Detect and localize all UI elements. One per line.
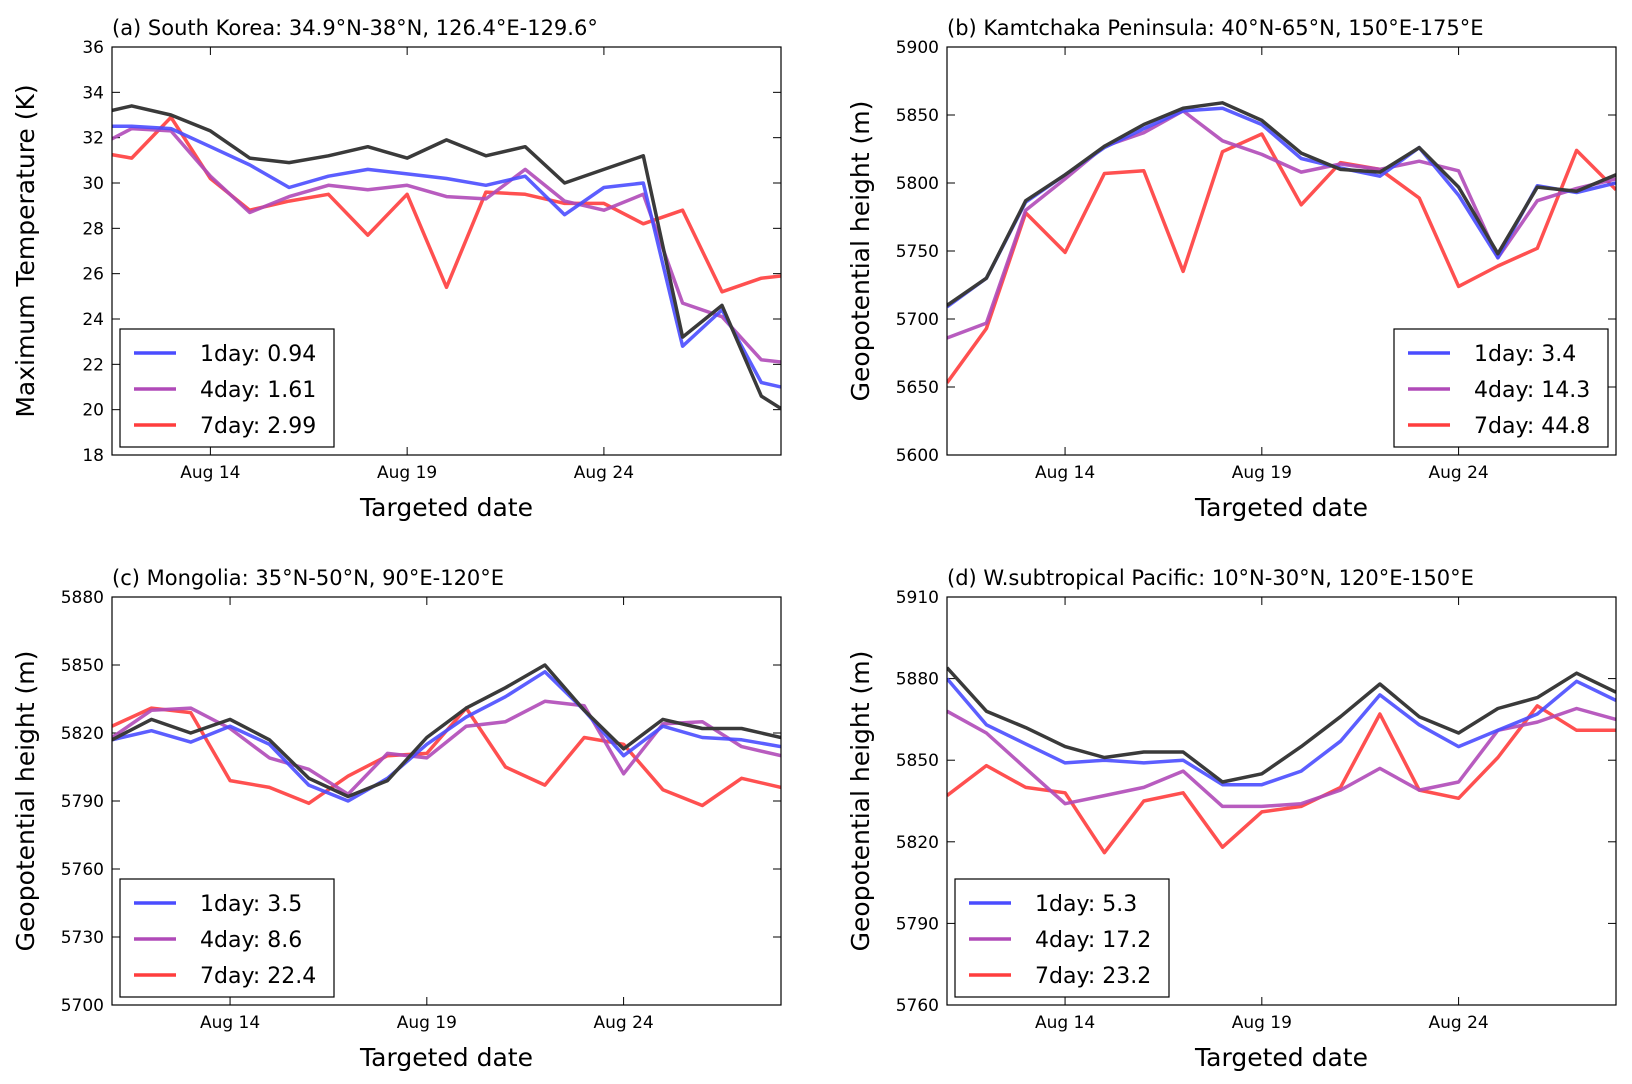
x-axis-label: Targeted date: [359, 493, 533, 522]
y-tick-label: 20: [82, 401, 104, 421]
x-axis-label: Targeted date: [359, 1043, 533, 1072]
y-axis-label: Geopotential height (m): [846, 101, 875, 402]
y-tick-label: 18: [82, 446, 104, 466]
plot-frame: [946, 46, 1617, 456]
y-tick-label: 5800: [896, 174, 939, 194]
legend: 1day: 3.5 4day: 8.6 7day: 22.4: [119, 878, 335, 998]
y-axis-label: Geopotential height (m): [846, 651, 875, 952]
series-line-7day: [947, 704, 1616, 855]
legend: 1day: 0.94 4day: 1.61 7day: 2.99: [119, 328, 335, 448]
y-tick-label: 32: [82, 129, 104, 149]
series-line-observed: [947, 101, 1616, 307]
legend-label-7day: 7day: 22.4: [200, 964, 316, 989]
x-tick-label: Aug 14: [1035, 1013, 1095, 1033]
legend: 1day: 5.3 4day: 17.2 7day: 23.2: [954, 878, 1170, 998]
y-tick-label: 5880: [61, 588, 104, 608]
y-tick-label: 5820: [896, 833, 939, 853]
y-tick-label: 34: [82, 83, 104, 103]
y-tick-label: 5700: [896, 310, 939, 330]
series-line-observed: [112, 104, 781, 411]
y-tick-label: 24: [82, 310, 104, 330]
y-tick-label: 5910: [896, 588, 939, 608]
legend-label-1day: 1day: 5.3: [1035, 892, 1137, 917]
x-tick-label: Aug 24: [574, 463, 634, 483]
legend-label-7day: 7day: 2.99: [200, 414, 316, 439]
legend-label-1day: 1day: 0.94: [200, 342, 316, 367]
panel-d: 5760 5790 5820 5850 5880 5910 Aug 14 Aug 19 Aug …: [846, 566, 1617, 1072]
series-group: [112, 104, 781, 411]
y-tick-label: 5790: [61, 792, 104, 812]
series-line-4day: [112, 126, 781, 364]
plot-frame: [111, 596, 782, 1006]
x-tick-label: Aug 19: [377, 463, 437, 483]
x-tick-label: Aug 19: [1232, 1013, 1292, 1033]
panel-title: (c) Mongolia: 35°N-50°N, 90°E-120°E: [112, 566, 504, 590]
legend-label-7day: 7day: 44.8: [1474, 414, 1590, 439]
x-tick-label: Aug 14: [200, 1013, 260, 1033]
legend-label-4day: 4day: 14.3: [1474, 378, 1590, 403]
y-tick-label: 5750: [896, 242, 939, 262]
y-tick-label: 5900: [896, 38, 939, 58]
legend-label-7day: 7day: 23.2: [1035, 964, 1151, 989]
y-axis-label: Maximum Temperature (K): [11, 84, 40, 417]
legend-label-4day: 4day: 8.6: [200, 928, 302, 953]
y-tick-label: 5760: [896, 996, 939, 1016]
x-tick-label: Aug 24: [1428, 463, 1488, 483]
y-tick-label: 5820: [61, 724, 104, 744]
y-tick-label: 5650: [896, 378, 939, 398]
series-line-1day: [947, 677, 1616, 787]
y-tick-label: 5600: [896, 446, 939, 466]
panel-title: (a) South Korea: 34.9°N-38°N, 126.4°E-12…: [112, 16, 598, 40]
y-tick-label: 22: [82, 355, 104, 375]
x-tick-label: Aug 19: [1232, 463, 1292, 483]
x-tick-label: Aug 14: [1035, 463, 1095, 483]
panel-a: 18 20 22 24 26 28 30 32 34 36 Aug 14 Aug 19 Aug 24 (a…: [11, 16, 782, 522]
panel-title: (d) W.subtropical Pacific: 10°N-30°N, 12…: [947, 566, 1474, 590]
x-tick-label: Aug 24: [1428, 1013, 1488, 1033]
y-tick-label: 5850: [896, 751, 939, 771]
series-line-1day: [112, 124, 781, 389]
y-axis-label: Geopotential height (m): [11, 651, 40, 952]
legend: 1day: 3.4 4day: 14.3 7day: 44.8: [1393, 328, 1609, 448]
legend-label-1day: 1day: 3.5: [200, 892, 302, 917]
x-tick-label: Aug 24: [593, 1013, 653, 1033]
panel-title: (b) Kamtchaka Peninsula: 40°N-65°N, 150°…: [947, 16, 1483, 40]
series-line-4day: [112, 699, 781, 796]
y-tick-label: 5850: [61, 656, 104, 676]
panel-b: 5600 5650 5700 5750 5800 5850 5900 Aug 14 Aug 19…: [846, 16, 1617, 522]
y-tick-label: 5850: [896, 106, 939, 126]
panel-c: 5700 5730 5760 5790 5820 5850 5880 Aug 14 Aug 19…: [11, 566, 782, 1072]
series-group: [112, 663, 781, 808]
x-axis-label: Targeted date: [1194, 1043, 1368, 1072]
legend-label-1day: 1day: 3.4: [1474, 342, 1576, 367]
y-tick-label: 28: [82, 219, 104, 239]
y-tick-label: 30: [82, 174, 104, 194]
y-tick-label: 5730: [61, 928, 104, 948]
x-tick-label: Aug 19: [397, 1013, 457, 1033]
x-axis-label: Targeted date: [1194, 493, 1368, 522]
series-line-7day: [947, 132, 1616, 384]
y-tick-label: 5760: [61, 860, 104, 880]
legend-label-4day: 4day: 17.2: [1035, 928, 1151, 953]
legend-label-4day: 4day: 1.61: [200, 378, 316, 403]
y-tick-label: 5790: [896, 914, 939, 934]
y-tick-label: 26: [82, 265, 104, 285]
y-tick-label: 5700: [61, 996, 104, 1016]
series-group: [947, 101, 1616, 384]
series-line-1day: [112, 670, 781, 803]
y-tick-label: 36: [82, 38, 104, 58]
series-line-observed: [112, 663, 781, 799]
series-line-observed: [947, 666, 1616, 784]
plot-frame: [946, 596, 1617, 1006]
y-tick-label: 5880: [896, 670, 939, 690]
series-group: [947, 666, 1616, 855]
plot-frame: [111, 46, 782, 456]
x-tick-label: Aug 14: [180, 463, 240, 483]
